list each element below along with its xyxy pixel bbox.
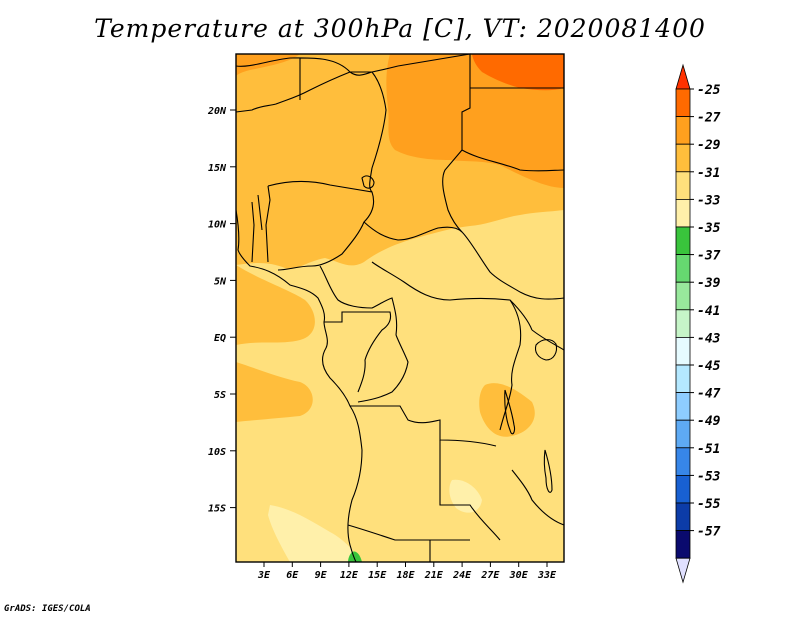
colorbar-swatch (675, 309, 691, 338)
lon-tick-label: 18E (396, 570, 415, 581)
band-minus-27 (472, 54, 564, 91)
colorbar-swatch (675, 530, 691, 559)
map-frame (235, 53, 565, 563)
colorbar-swatch (675, 474, 691, 504)
lat-tick-label: 5S (214, 390, 226, 401)
colorbar-swatch (675, 143, 691, 173)
colorbar: -25 -27 -29 -31 -33 -35 -37 -39 -41 -43 -45 -47 -49 -… (675, 63, 721, 584)
lake-victoria (534, 339, 558, 361)
band-minus-31-west (236, 265, 315, 345)
lon-tick-label: 27E (480, 570, 500, 581)
border-car-drc (371, 261, 533, 331)
lat-tick-label: 20N (207, 106, 227, 117)
border-angola-zambia (430, 440, 501, 541)
chart-title: Temperature at 300hPa [C], VT: 202008140… (94, 14, 706, 43)
colorbar-label: -53 (697, 469, 721, 484)
lon-tick-label: 33E (537, 570, 557, 581)
longitude-axis: 3E 6E 9E 12E 15E 18E 21E 24E 27E 30E 33E (257, 562, 557, 581)
band-minus-35 (268, 505, 360, 562)
lat-tick-label: EQ (214, 333, 226, 344)
lake-chad (361, 175, 375, 189)
colorbar-swatch (675, 254, 691, 283)
colorbar-swatch (675, 171, 691, 200)
lon-tick-label: 9E (315, 570, 328, 581)
latitude-axis: 20N 15N 10N 5N EQ 5S 10S 15S (207, 106, 236, 515)
colorbar-swatch (675, 336, 691, 366)
lon-tick-label: 3E (257, 570, 271, 581)
country-borders (235, 53, 565, 563)
colorbar-swatch (675, 502, 691, 532)
colorbar-swatch (675, 364, 691, 394)
band-minus-37 (348, 551, 362, 562)
border-mali-niger (235, 71, 351, 113)
colorbar-label: -27 (697, 111, 721, 126)
lon-tick-label: 6E (286, 570, 299, 581)
colorbar-label: -51 (697, 442, 720, 457)
colorbar-label: -25 (697, 83, 721, 98)
colorbar-label: -47 (697, 387, 721, 402)
colorbar-swatch (675, 198, 691, 228)
colorbar-label: -39 (697, 276, 721, 291)
lat-tick-label: 15N (208, 163, 227, 174)
grads-credit: GrADS: IGES/COLA (4, 604, 91, 614)
lat-tick-label: 10S (208, 447, 226, 458)
band-minus-35-se (449, 479, 482, 513)
lon-tick-label: 30E (509, 570, 529, 581)
colorbar-swatch (675, 419, 691, 449)
lat-tick-label: 10N (208, 220, 227, 231)
border-libya-chad (397, 53, 471, 233)
colorbar-swatch (675, 392, 691, 421)
lon-tick-label: 24E (452, 570, 472, 581)
lon-tick-label: 15E (368, 570, 387, 581)
colorbar-label: -49 (697, 414, 721, 429)
border-cameroon-congo (319, 265, 398, 336)
border-niger-chad (369, 71, 387, 193)
colorbar-top-arrow (675, 63, 691, 90)
lon-tick-label: 21E (424, 570, 444, 581)
border-sudan (461, 87, 565, 172)
colorbar-swatch (675, 447, 691, 476)
band-minus-29-nw (236, 54, 300, 76)
border-gabon (324, 311, 392, 393)
colorbar-label: -37 (697, 249, 721, 264)
border-drc-angola (350, 405, 497, 447)
border-namibia (347, 524, 431, 562)
colorbar-label: -33 (697, 193, 721, 208)
colorbar-label: -55 (697, 497, 721, 512)
colorbar-label: -41 (697, 304, 720, 319)
border-chad-car (363, 221, 521, 293)
colorbar-label: -45 (697, 359, 721, 374)
colorbar-label: -43 (697, 331, 721, 346)
colorbar-swatch (675, 116, 691, 145)
lat-tick-label: 5N (214, 276, 227, 287)
lake-tanganyika (504, 389, 516, 435)
border-congo-drc (357, 334, 409, 403)
colorbar-bottom-arrow (675, 557, 691, 584)
colorbar-label: -29 (697, 138, 721, 153)
colorbar-swatch (675, 226, 691, 256)
lat-tick-label: 15S (208, 504, 226, 515)
lon-tick-label: 12E (340, 570, 359, 581)
colorbar-swatch (675, 88, 691, 118)
colorbar-label: -31 (697, 166, 720, 181)
border-east (499, 291, 565, 526)
border-benin-togo (251, 185, 271, 263)
band-minus-31-east (479, 383, 535, 437)
coastline-west (235, 209, 363, 563)
colorbar-swatch (675, 281, 691, 311)
colorbar-label: -57 (697, 525, 721, 540)
lake-malawi (543, 449, 553, 493)
colorbar-label: -35 (697, 221, 721, 236)
band-minus-31-sw (236, 362, 313, 422)
